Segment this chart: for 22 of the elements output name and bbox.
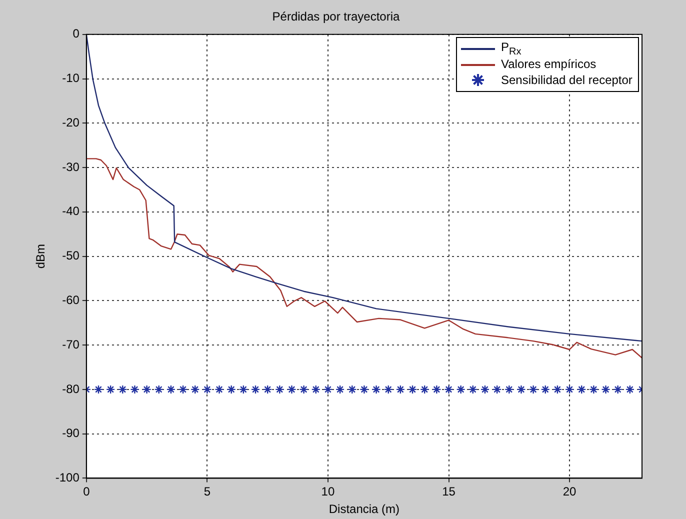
y-axis-title: dBm xyxy=(34,244,48,269)
legend-label: P$_{Rx}$ xyxy=(501,40,522,58)
y-tick-label: -60 xyxy=(62,292,80,307)
x-tick-label: 15 xyxy=(442,484,456,499)
y-tick-label: -80 xyxy=(62,382,80,396)
y-tick-label: 0 xyxy=(72,26,80,41)
y-tick-label: -50 xyxy=(62,248,80,263)
x-tick-label: 0 xyxy=(83,484,90,499)
x-axis-title: Distancia (m) xyxy=(328,502,400,516)
legend-label: Sensibilidad del receptor xyxy=(501,73,632,88)
x-tick-label: 20 xyxy=(562,484,577,499)
y-tick-label: -70 xyxy=(62,337,80,352)
y-tick-label: -40 xyxy=(62,204,80,218)
chart-title: Pérdidas por trayectoria xyxy=(272,10,400,24)
x-tick-label: 5 xyxy=(204,484,211,499)
y-tick-label: -90 xyxy=(62,426,80,440)
y-tick-label: -100 xyxy=(55,470,80,485)
y-tick-label: -10 xyxy=(62,71,80,86)
y-tick-label: -20 xyxy=(62,115,80,130)
x-tick-label: 10 xyxy=(321,484,335,499)
y-tick-label: -30 xyxy=(62,160,80,174)
legend-label: Valores empíricos xyxy=(501,57,596,72)
